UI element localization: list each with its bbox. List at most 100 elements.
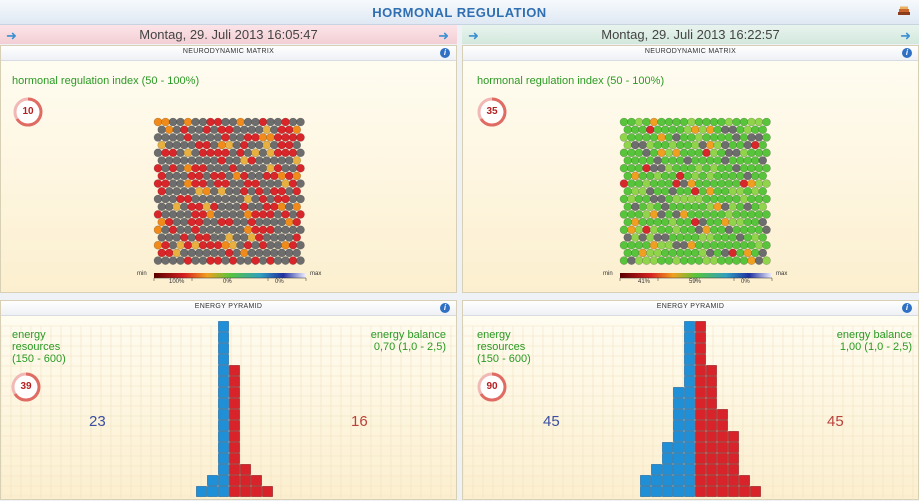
hex-cell	[258, 179, 268, 188]
hex-cell	[281, 117, 290, 127]
hex-cell	[627, 194, 636, 204]
hex-cell	[179, 187, 189, 196]
hex-cell	[224, 217, 234, 227]
hex-cell	[713, 233, 723, 242]
hex-cell	[627, 256, 636, 265]
hex-cell	[713, 187, 723, 196]
hex-cell	[157, 140, 167, 150]
hex-cell	[683, 187, 693, 196]
hex-cell	[750, 187, 760, 196]
hex-cell	[642, 148, 651, 158]
hex-cell	[638, 140, 648, 150]
hex-cell	[251, 179, 260, 188]
hex-cell	[254, 187, 264, 196]
hex-cell	[183, 148, 193, 158]
hex-cell	[254, 233, 264, 242]
energy-block-blue	[662, 464, 673, 475]
hex-cell	[743, 217, 753, 227]
hex-cell	[239, 156, 249, 165]
hex-cell	[296, 240, 305, 250]
hex-cell	[754, 148, 764, 158]
hex-cell	[627, 148, 636, 158]
hormonal-index-label: hormonal regulation index (50 - 100%)	[12, 75, 200, 87]
hex-cell	[724, 225, 734, 235]
energy-block-blue	[684, 354, 695, 365]
hex-cell	[224, 233, 234, 242]
hex-cell	[664, 117, 674, 127]
hex-cell	[645, 125, 655, 134]
hex-cell	[168, 225, 178, 235]
hex-cell	[176, 210, 185, 219]
hex-cell	[292, 233, 302, 242]
prev-arrow-icon[interactable]: ➜	[6, 28, 17, 43]
hex-cell	[694, 148, 704, 158]
next-arrow-icon[interactable]: ➜	[900, 28, 911, 43]
hex-cell	[750, 156, 760, 165]
hex-cell	[728, 248, 738, 258]
hex-cell	[642, 163, 651, 173]
hex-cell	[739, 256, 749, 265]
hex-cell	[672, 210, 681, 219]
books-icon[interactable]	[897, 6, 911, 18]
hex-cell	[713, 171, 723, 181]
hex-cell	[713, 217, 723, 227]
hex-cell	[747, 133, 756, 142]
hex-cell	[198, 225, 208, 235]
hex-cell	[709, 117, 719, 127]
hex-cell	[675, 140, 685, 150]
hex-cell	[720, 140, 730, 150]
hex-cell	[694, 117, 704, 127]
hex-cell	[232, 187, 242, 196]
hex-cell	[221, 210, 230, 219]
hex-cell	[758, 217, 768, 227]
hex-cell	[649, 210, 659, 219]
hex-cell	[281, 163, 290, 173]
hex-cell	[690, 233, 700, 242]
hex-cell	[649, 240, 659, 250]
right-date-bar: ➜ Montag, 29. Juli 2013 16:22:57 ➜	[462, 25, 919, 44]
hex-cell	[619, 256, 629, 265]
hex-cell	[634, 163, 644, 173]
hex-cell	[694, 240, 704, 250]
hex-cell	[209, 217, 219, 227]
hex-cell	[668, 187, 678, 196]
hex-cell	[288, 133, 298, 142]
hex-cell	[258, 210, 268, 219]
hex-cell	[664, 194, 674, 204]
hex-cell	[668, 202, 678, 211]
hex-cell	[623, 187, 633, 196]
info-icon[interactable]: i	[902, 48, 912, 58]
hex-cell	[296, 179, 305, 188]
energy-block-red	[695, 475, 706, 486]
hex-cell	[164, 140, 174, 150]
hex-cell	[638, 233, 648, 242]
hex-cell	[758, 140, 768, 150]
hex-cell	[724, 240, 734, 250]
hex-cell	[269, 202, 279, 211]
hex-cell	[284, 217, 294, 227]
hex-cell	[153, 210, 163, 219]
hex-cell	[224, 187, 234, 196]
hex-cell	[209, 156, 219, 165]
hex-cell	[254, 202, 264, 211]
hex-cell	[251, 148, 260, 158]
energy-block-red	[717, 431, 728, 442]
hex-cell	[239, 125, 249, 134]
hex-cell	[262, 217, 272, 227]
hex-cell	[623, 156, 633, 165]
hex-cell	[157, 156, 167, 165]
energy-block-red	[750, 486, 761, 497]
hex-cell	[739, 179, 749, 188]
hex-cell	[702, 163, 711, 173]
hex-cell	[164, 202, 174, 211]
prev-arrow-icon[interactable]: ➜	[468, 28, 479, 43]
hex-cell	[179, 171, 189, 181]
info-icon[interactable]: i	[902, 303, 912, 313]
hex-cell	[657, 148, 666, 158]
info-icon[interactable]: i	[440, 48, 450, 58]
next-arrow-icon[interactable]: ➜	[438, 28, 449, 43]
info-icon[interactable]: i	[440, 303, 450, 313]
energy-block-blue	[684, 365, 695, 376]
hex-cell	[277, 233, 287, 242]
hex-cell	[668, 125, 678, 134]
